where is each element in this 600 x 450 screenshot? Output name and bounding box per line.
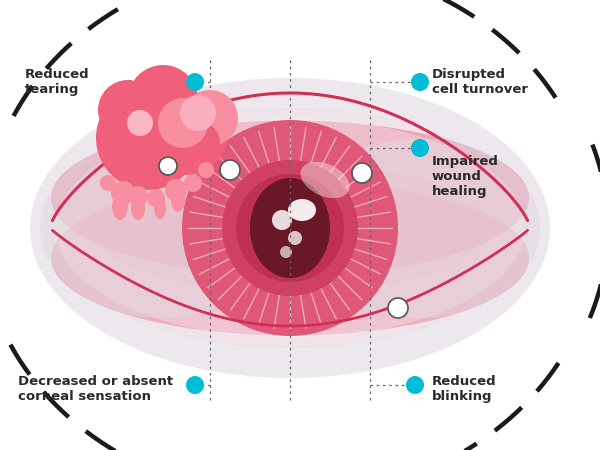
Ellipse shape [51,180,529,336]
Text: Reduced
tearing: Reduced tearing [25,68,89,96]
Circle shape [176,121,220,165]
Text: Disrupted
cell turnover: Disrupted cell turnover [432,68,528,96]
Circle shape [147,189,165,207]
Circle shape [388,298,408,318]
Ellipse shape [30,78,550,378]
Circle shape [411,73,429,91]
Ellipse shape [250,178,330,278]
Ellipse shape [300,138,540,318]
Circle shape [184,174,202,192]
Circle shape [280,246,292,258]
Circle shape [352,163,372,183]
Circle shape [165,179,187,201]
Circle shape [182,120,398,336]
Ellipse shape [131,196,145,220]
Text: Reduced
blinking: Reduced blinking [432,375,497,403]
Circle shape [128,186,148,206]
Ellipse shape [301,162,350,198]
Circle shape [96,86,200,190]
Circle shape [158,98,208,148]
Ellipse shape [154,197,166,219]
Ellipse shape [171,188,185,212]
Circle shape [198,162,214,178]
Ellipse shape [50,108,530,348]
Circle shape [111,181,135,205]
Text: Impaired
wound
healing: Impaired wound healing [432,155,499,198]
Circle shape [236,174,344,282]
Ellipse shape [112,192,128,220]
Circle shape [180,95,216,131]
Circle shape [222,160,358,296]
Ellipse shape [90,163,490,293]
Circle shape [186,73,204,91]
Ellipse shape [288,199,316,221]
Text: Decreased or absent
corneal sensation: Decreased or absent corneal sensation [18,375,173,403]
Circle shape [411,139,429,157]
Ellipse shape [51,121,529,275]
Circle shape [406,376,424,394]
Circle shape [288,231,302,245]
Circle shape [144,91,228,175]
Circle shape [100,175,116,191]
Circle shape [220,160,240,180]
Circle shape [128,65,198,135]
Circle shape [127,110,153,136]
Circle shape [272,210,292,230]
Ellipse shape [55,118,525,338]
Circle shape [186,376,204,394]
Circle shape [98,80,158,140]
Circle shape [182,90,238,146]
Ellipse shape [51,109,529,347]
Ellipse shape [40,138,280,318]
Circle shape [159,157,177,175]
